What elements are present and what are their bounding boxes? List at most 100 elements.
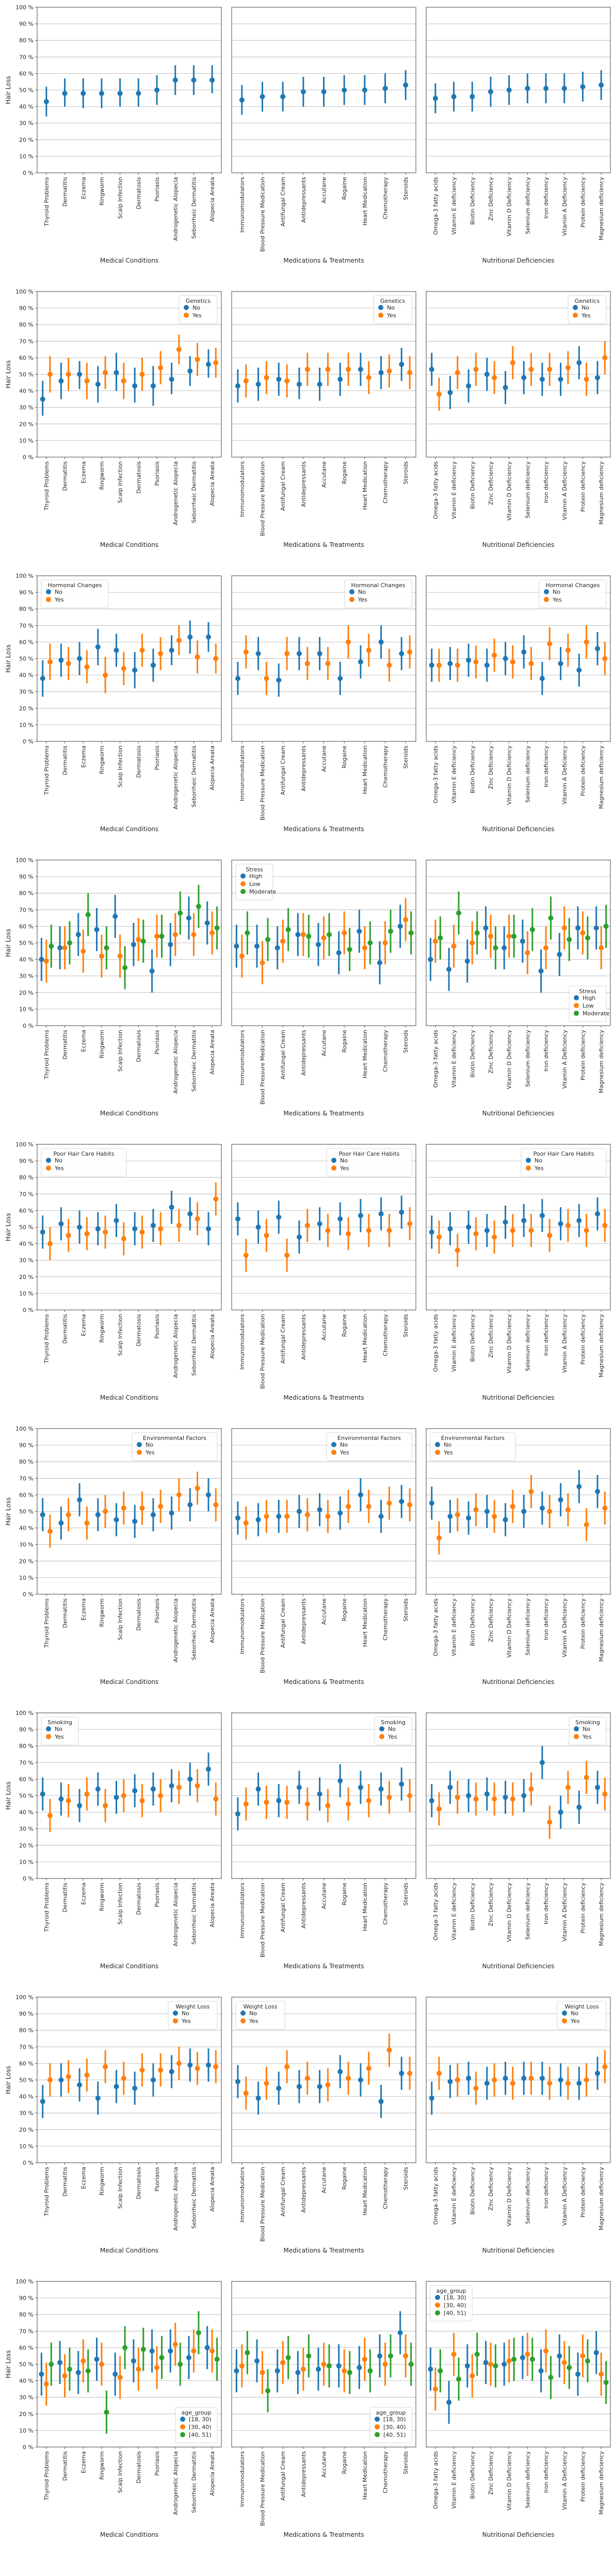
- y-tick-label: 60 %: [19, 1492, 34, 1498]
- legend-title: Hormonal Changes: [351, 582, 406, 589]
- x-axis-label: Medical Conditions: [100, 1963, 158, 1970]
- x-tick-label: Selenium deficiency: [524, 2451, 531, 2508]
- y-tick-label: 70 %: [19, 2044, 34, 2050]
- x-tick-label: Antidepressants: [300, 1598, 307, 1644]
- data-point: [321, 89, 327, 94]
- x-tick-label: Vitamin D Deficiency: [506, 461, 513, 521]
- data-point: [337, 377, 343, 382]
- y-tick-label: 60 %: [19, 923, 34, 930]
- legend-label: No: [192, 304, 200, 311]
- data-point: [436, 392, 442, 397]
- data-point: [276, 2085, 282, 2091]
- data-point: [296, 1234, 302, 1240]
- legend-label: No: [340, 1157, 348, 1164]
- legend-marker: [379, 1734, 384, 1739]
- data-point: [451, 94, 457, 100]
- data-point: [561, 2360, 567, 2366]
- x-tick-label: Thyroid Problems: [43, 2451, 50, 2501]
- x-tick-label: Steroids: [402, 461, 409, 484]
- data-point: [117, 2375, 123, 2380]
- data-point: [483, 2360, 489, 2366]
- data-point: [150, 383, 156, 388]
- data-point: [599, 945, 604, 951]
- data-point: [243, 649, 249, 655]
- legend-marker: [180, 2417, 185, 2422]
- x-tick-label: Seborrheic Dermatitis: [190, 1598, 197, 1660]
- x-tick-label: Omega-3 fatty acids: [432, 2167, 439, 2225]
- legend-label: Yes: [552, 596, 562, 603]
- data-point: [47, 1529, 53, 1534]
- x-tick-label: Dermatosis: [135, 746, 142, 778]
- y-tick-label: 60 %: [19, 2060, 34, 2067]
- x-tick-label: Psoriasis: [154, 746, 160, 770]
- data-point: [525, 2352, 530, 2357]
- y-tick-label: 100 %: [15, 1141, 34, 1148]
- data-point: [40, 396, 45, 402]
- legend-box: [557, 2001, 607, 2030]
- x-tick-label: Thyroid Problems: [43, 1598, 50, 1648]
- x-tick-label: Zinc Deficiency: [488, 461, 494, 505]
- x-tick-label: Immunomodulators: [239, 177, 246, 233]
- data-point: [557, 2353, 562, 2359]
- y-axis-label: Hair Loss: [5, 1213, 12, 1241]
- data-point: [57, 945, 63, 951]
- x-tick-label: Psoriasis: [154, 2451, 160, 2476]
- x-tick-label: Vitamin A Deficiency: [561, 1598, 568, 1658]
- legend-title: Environmental Factors: [441, 1435, 505, 1441]
- x-tick-label: Vitamin D Deficiency: [506, 1598, 513, 1658]
- legend-title: Smoking: [47, 1719, 72, 1726]
- data-point: [239, 97, 245, 103]
- data-point: [321, 2361, 327, 2367]
- legend-title: Weight Loss: [244, 2003, 278, 2010]
- data-point: [304, 366, 310, 372]
- facet-panel-r1-c3: Omega-3 fatty acids Vitamin E deficiency B…: [426, 7, 611, 264]
- panel-frame: [426, 2281, 611, 2448]
- data-point: [346, 1503, 351, 1509]
- data-point: [121, 1236, 126, 1241]
- x-tick-label: Chemotherapy: [382, 746, 389, 788]
- legend-marker: [574, 1003, 579, 1008]
- y-axis-label: Hair Loss: [5, 644, 12, 673]
- data-point: [317, 651, 322, 656]
- y-tick-label: 50 %: [19, 656, 34, 662]
- data-point: [528, 661, 534, 667]
- data-point: [473, 1507, 479, 1513]
- y-tick-label: 40 %: [19, 2378, 34, 2385]
- data-point: [191, 2348, 197, 2354]
- y-axis-label: Hair Loss: [5, 1781, 12, 1810]
- y-tick-label: 60 %: [19, 1207, 34, 1214]
- data-point: [154, 933, 160, 939]
- data-point: [388, 2353, 394, 2359]
- data-point: [84, 1520, 90, 1526]
- data-point: [510, 2080, 515, 2086]
- data-point: [235, 1811, 240, 1817]
- data-point: [484, 1509, 490, 1514]
- x-tick-label: Zinc Deficiency: [488, 746, 494, 789]
- data-point: [94, 2356, 100, 2362]
- data-point: [528, 1488, 534, 1494]
- y-tick-label: 90 %: [19, 21, 34, 27]
- data-point: [357, 2364, 362, 2370]
- x-tick-label: Seborrheic Dermatitis: [190, 2167, 197, 2229]
- data-point: [254, 943, 260, 949]
- data-point: [403, 82, 409, 88]
- data-point: [503, 1219, 508, 1225]
- legend-marker: [435, 2303, 440, 2308]
- data-point: [325, 1803, 331, 1808]
- facet-panel-r2-c3: Omega-3 fatty acids Vitamin E deficiency B…: [426, 291, 611, 548]
- x-tick-label: Iron deficiency: [543, 461, 550, 503]
- x-tick-label: Vitamin E deficiency: [451, 2167, 458, 2225]
- data-point: [304, 1801, 310, 1807]
- data-point: [158, 651, 164, 656]
- data-point: [296, 2084, 302, 2089]
- data-point: [132, 1226, 138, 1232]
- x-tick-label: Eczema: [80, 746, 87, 768]
- x-tick-label: Eczema: [80, 1883, 87, 1905]
- data-point: [187, 1776, 193, 1782]
- data-point: [265, 937, 271, 943]
- y-tick-label: 0 %: [23, 1591, 34, 1598]
